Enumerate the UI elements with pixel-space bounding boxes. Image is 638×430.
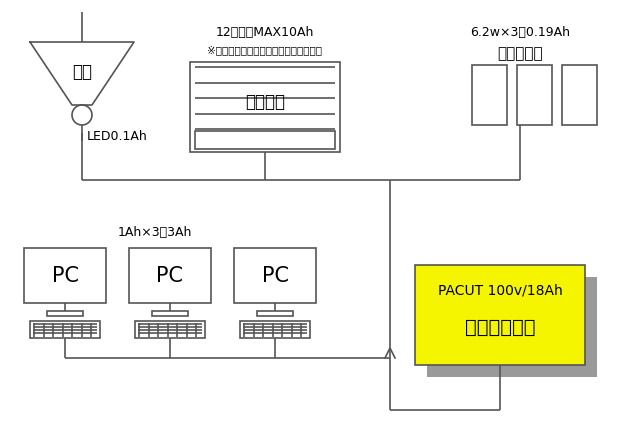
Bar xyxy=(472,65,507,125)
Text: ※インバーターに付、起動電流考慮せず: ※インバーターに付、起動電流考慮せず xyxy=(207,45,322,55)
Text: 照明: 照明 xyxy=(72,62,92,80)
Bar xyxy=(24,248,106,303)
Bar xyxy=(427,277,597,377)
Text: エアコン: エアコン xyxy=(245,93,285,111)
Bar xyxy=(415,265,585,365)
Text: 12畸用でMAX10Ah: 12畸用でMAX10Ah xyxy=(216,25,314,39)
Bar xyxy=(234,248,316,303)
Bar xyxy=(152,311,188,316)
Text: 1Ah×3＝3Ah: 1Ah×3＝3Ah xyxy=(118,225,192,239)
Bar xyxy=(257,311,293,316)
Bar xyxy=(240,321,310,338)
Bar xyxy=(129,248,211,303)
Bar xyxy=(135,321,205,338)
Bar xyxy=(517,65,552,125)
Bar xyxy=(47,311,83,316)
Text: LED0.1Ah: LED0.1Ah xyxy=(87,130,148,144)
Bar xyxy=(195,131,335,149)
Text: PC: PC xyxy=(52,265,78,286)
Text: スマホ充電: スマホ充電 xyxy=(497,46,543,61)
Text: PC: PC xyxy=(262,265,288,286)
Bar xyxy=(562,65,597,125)
Bar xyxy=(30,321,100,338)
Text: PC: PC xyxy=(156,265,184,286)
Text: 無騒音発電機: 無騒音発電機 xyxy=(464,317,535,337)
Text: 6.2w×3＝0.19Ah: 6.2w×3＝0.19Ah xyxy=(470,25,570,39)
Bar xyxy=(190,62,340,152)
Text: PACUT 100v/18Ah: PACUT 100v/18Ah xyxy=(438,283,562,297)
